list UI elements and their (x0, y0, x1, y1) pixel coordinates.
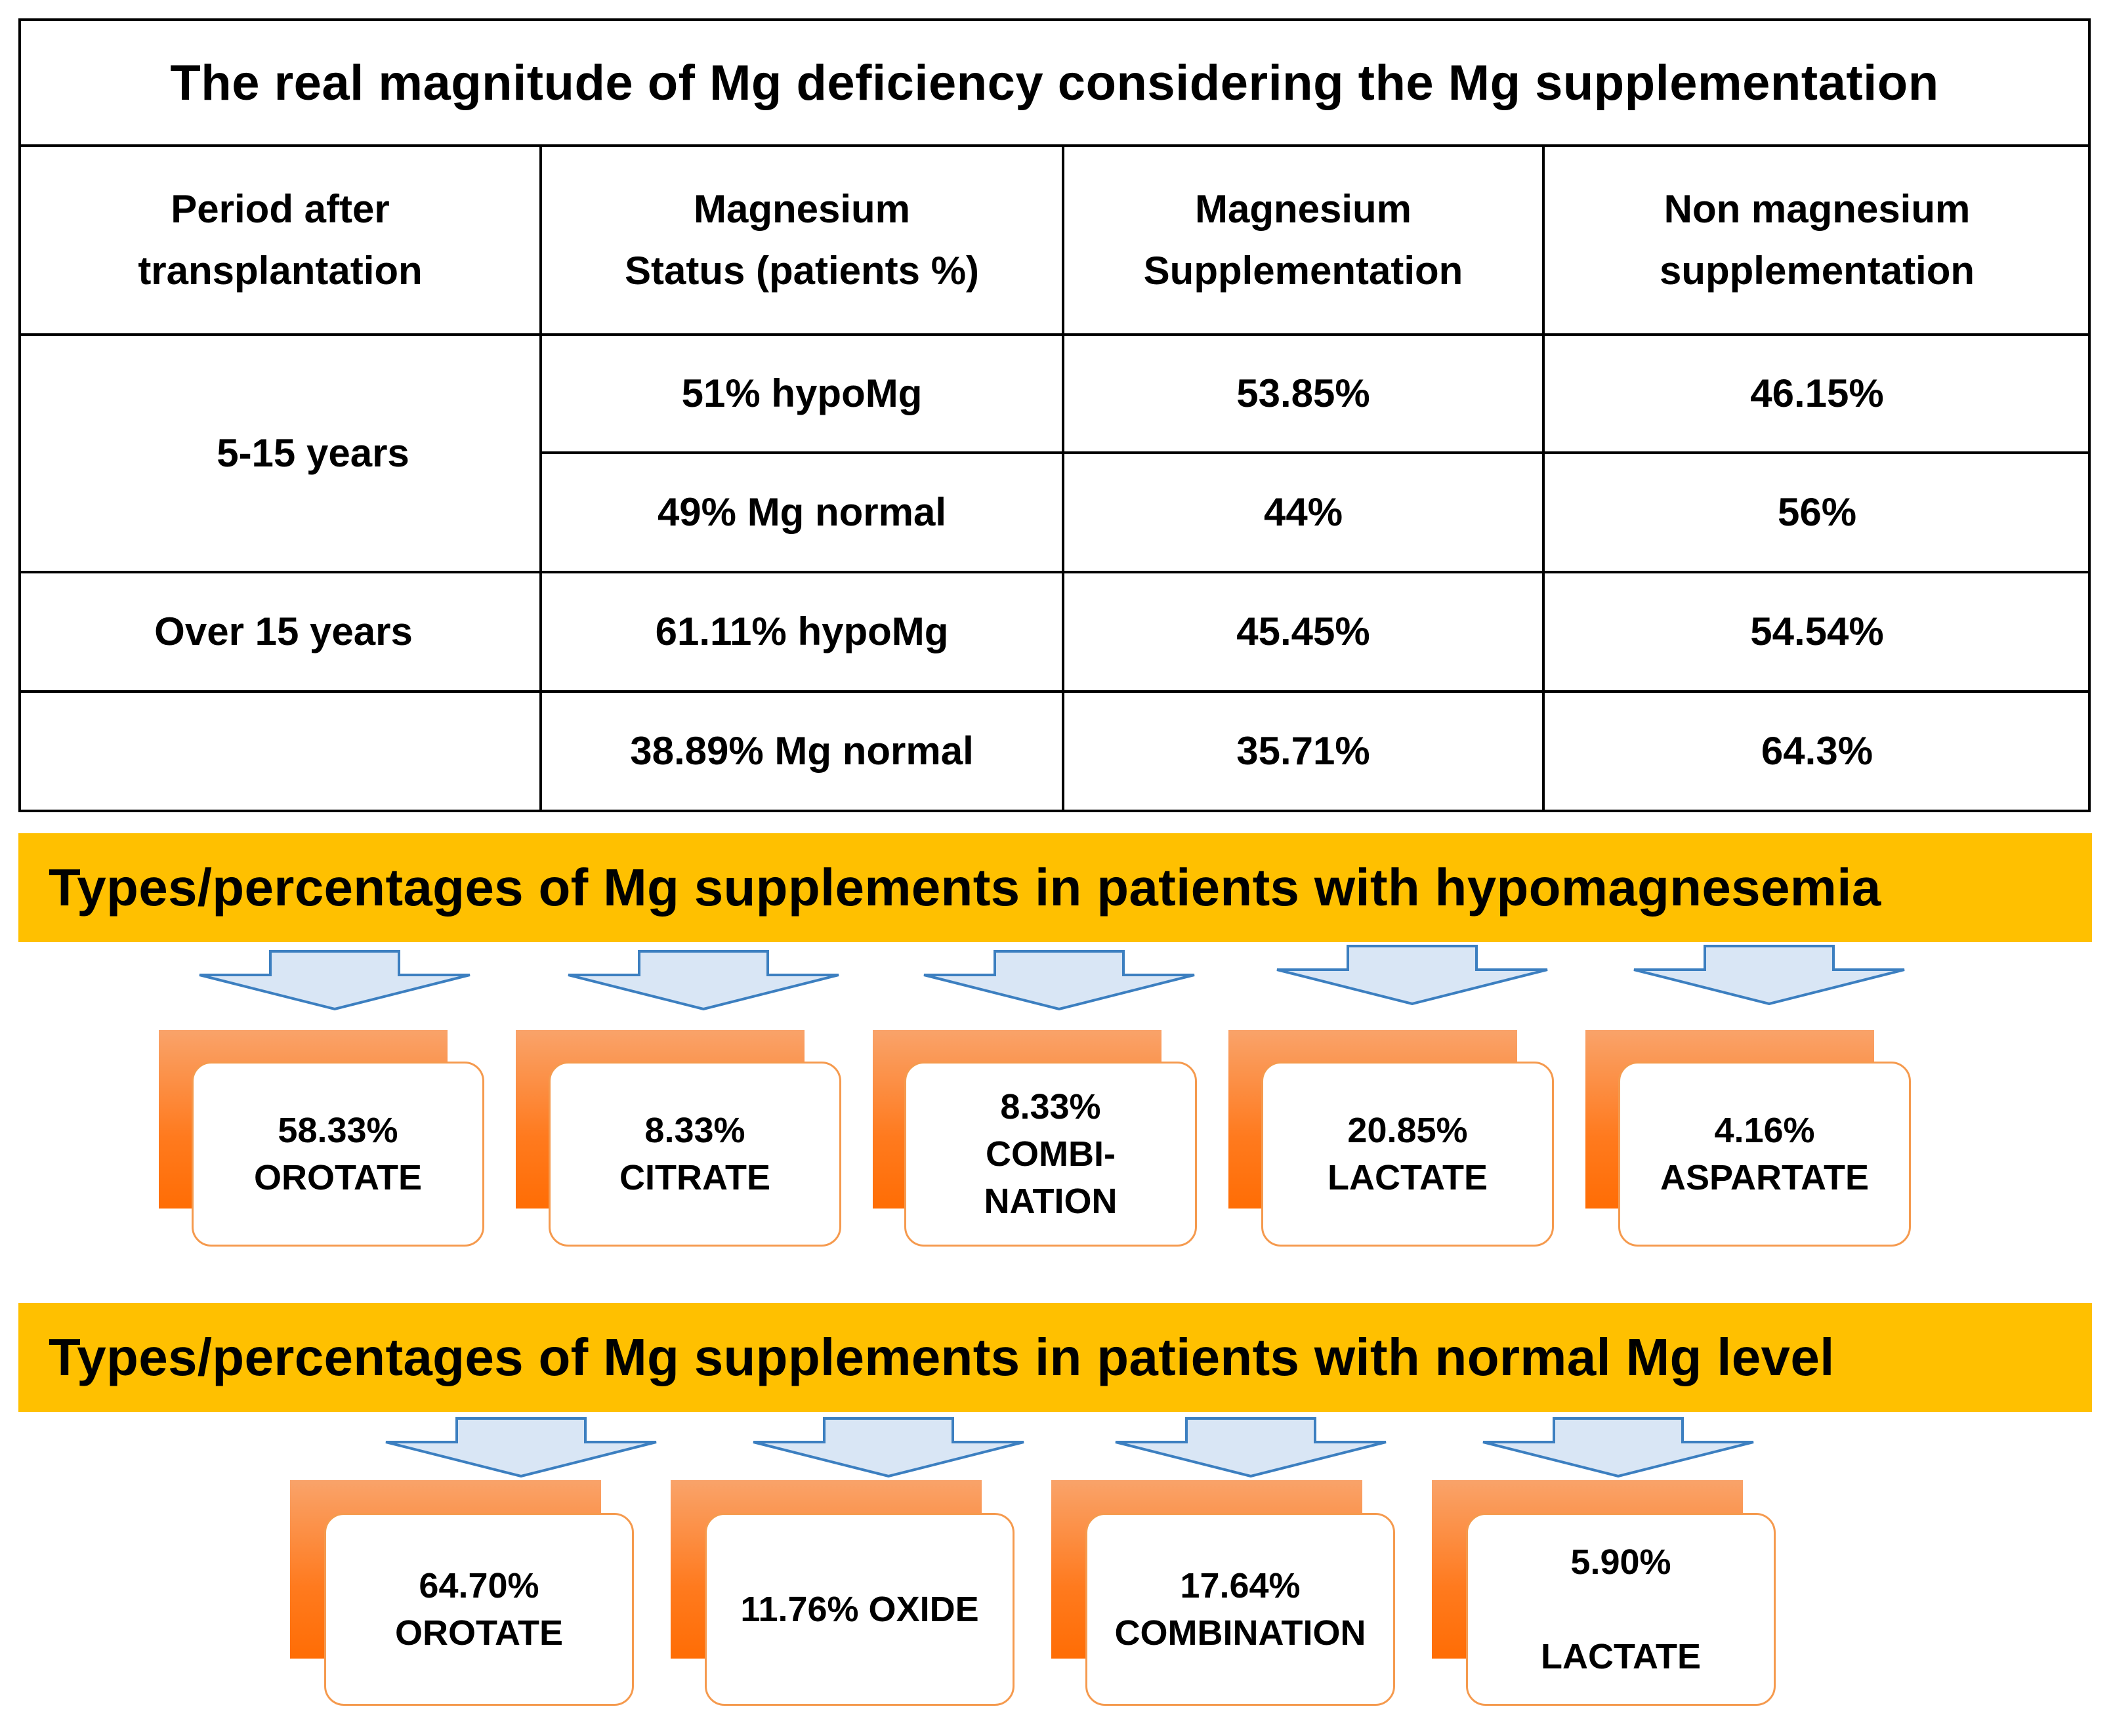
status-cell: 38.89% Mg normal (630, 729, 974, 773)
normal-heading: Types/percentages of Mg supplements in p… (18, 1303, 2092, 1412)
divider (539, 144, 542, 812)
down-arrow-icon (199, 950, 471, 1010)
supplement-box-combination: 17.64% COMBINATION (1085, 1513, 1395, 1706)
supplement-box-oxide: 11.76% OXIDE (705, 1513, 1015, 1706)
table-title: The real magnitude of Mg deficiency cons… (170, 54, 1939, 111)
down-arrow-icon (1633, 945, 1905, 1005)
down-arrow-icon (1276, 945, 1548, 1005)
divider (21, 144, 2088, 147)
divider (542, 451, 2091, 454)
supplement-box-lactate: 5.90% LACTATE (1466, 1513, 1776, 1706)
status-cell: 51% hypoMg (681, 371, 923, 415)
period-5-15-years: 5-15 years (217, 431, 409, 475)
header-supplementation: Magnesium Supplementation (1143, 187, 1463, 293)
supplement-box-orotate: 64.70% OROTATE (324, 1513, 634, 1706)
magnesium-table: The real magnitude of Mg deficiency cons… (18, 18, 2091, 812)
hypo-heading: Types/percentages of Mg supplements in p… (18, 833, 2092, 942)
divider (21, 690, 2088, 693)
down-arrow-icon (385, 1417, 657, 1478)
divider (1542, 144, 1545, 812)
nonsupp-cell: 64.3% (1761, 729, 1873, 773)
divider (1062, 144, 1064, 812)
status-cell: 49% Mg normal (657, 490, 947, 534)
down-arrow-icon (568, 950, 839, 1010)
status-cell: 61.11% hypoMg (655, 610, 949, 653)
header-status: Magnesium Status (patients %) (624, 187, 980, 293)
supp-cell: 45.45% (1236, 610, 1370, 653)
supplement-box-citrate: 8.33% CITRATE (549, 1062, 841, 1247)
supp-cell: 44% (1263, 490, 1343, 534)
down-arrow-icon (923, 950, 1195, 1010)
supplement-box-orotate: 58.33% OROTATE (192, 1062, 484, 1247)
divider (21, 571, 2088, 573)
nonsupp-cell: 56% (1777, 490, 1857, 534)
supp-cell: 35.71% (1236, 729, 1370, 773)
supplement-box-combination: 8.33% COMBI- NATION (904, 1062, 1197, 1247)
down-arrow-icon (1482, 1417, 1754, 1478)
down-arrow-icon (1115, 1417, 1387, 1478)
nonsupp-cell: 54.54% (1750, 610, 1884, 653)
supp-cell: 53.85% (1236, 371, 1370, 415)
divider (21, 333, 2088, 336)
header-period: Period after transplantation (138, 187, 423, 293)
header-non-supplementation: Non magnesium supplementation (1659, 187, 1975, 293)
nonsupp-cell: 46.15% (1750, 371, 1884, 415)
period-over-15-years: Over 15 years (154, 610, 413, 653)
supplement-box-lactate: 20.85% LACTATE (1261, 1062, 1554, 1247)
supplement-box-aspartate: 4.16% ASPARTATE (1618, 1062, 1911, 1247)
down-arrow-icon (753, 1417, 1024, 1478)
